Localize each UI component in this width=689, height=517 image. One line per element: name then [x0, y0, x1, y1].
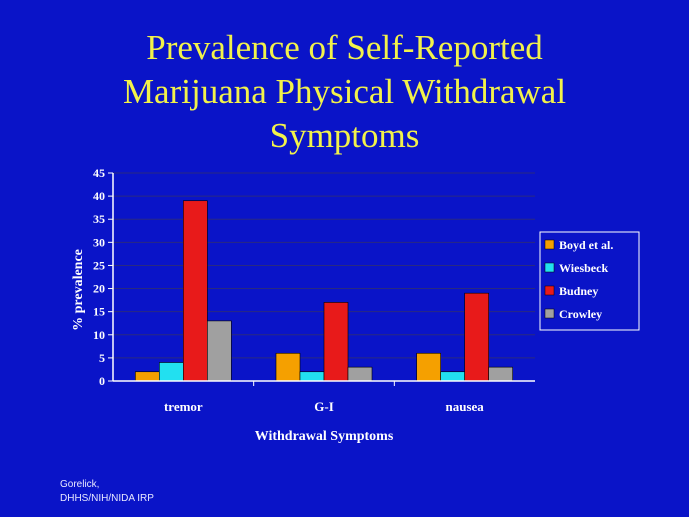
legend: Boyd et al. Wiesbeck Budney Crowley — [539, 231, 640, 331]
bar-boyd-et-al-nausea — [416, 352, 441, 382]
bar-budney-nausea — [464, 292, 489, 382]
x-axis-label: Withdrawal Symptoms — [255, 429, 394, 444]
credit-line-1: Gorelick, — [60, 479, 100, 490]
y-tick-label: 20 — [93, 282, 105, 296]
bar-wiesbeck-g-i — [299, 371, 325, 382]
legend-label: Boyd et al. — [559, 238, 613, 252]
y-tick-label: 15 — [93, 305, 105, 319]
legend-swatch — [544, 285, 555, 296]
credit-line-2: DHHS/NIH/NIDA IRP — [60, 493, 154, 504]
y-axis-label: % prevalence — [71, 249, 86, 331]
y-tick-label: 40 — [93, 189, 105, 203]
bar-budney-g-i — [323, 302, 349, 382]
legend-label: Budney — [559, 284, 598, 298]
legend-label: Crowley — [559, 307, 602, 321]
y-tick-label: 25 — [93, 258, 105, 272]
y-tick-label: 0 — [99, 374, 105, 388]
bar-boyd-et-al-tremor — [135, 371, 160, 382]
title-line-2: Marijuana Physical Withdrawal — [122, 72, 567, 111]
y-tick-label: 35 — [93, 212, 105, 226]
legend-label: Wiesbeck — [559, 261, 608, 275]
bars — [135, 200, 513, 382]
y-tick-label: 30 — [93, 235, 105, 249]
legend-box — [539, 231, 640, 331]
title-line-1: Prevalence of Self-Reported — [146, 28, 543, 67]
axes: 0 5 10 15 20 25 30 35 40 45 tremor G-I nausea — [93, 166, 535, 414]
bar-crowley-g-i — [347, 366, 373, 382]
slide-title: Prevalence of Self-Reported Marijuana Ph… — [0, 26, 689, 158]
x-tick-label: tremor — [164, 399, 203, 414]
y-tick-label: 45 — [93, 166, 105, 180]
y-tick-label: 10 — [93, 328, 105, 342]
bar-wiesbeck-tremor — [159, 362, 184, 382]
bar-boyd-et-al-g-i — [275, 352, 301, 382]
x-tick-label: nausea — [446, 399, 485, 414]
bar-crowley-nausea — [488, 366, 513, 382]
bar-budney-tremor — [183, 200, 208, 382]
legend-swatch — [544, 308, 555, 319]
legend-swatch — [544, 239, 555, 250]
y-tick-label: 5 — [99, 351, 105, 365]
title-line-3: Symptoms — [269, 116, 420, 155]
bar-crowley-tremor — [207, 320, 232, 382]
source-credit: Gorelick, DHHS/NIH/NIDA IRP — [60, 478, 154, 506]
x-tick-label: G-I — [314, 399, 334, 414]
legend-swatch — [544, 262, 555, 273]
bar-wiesbeck-nausea — [440, 371, 465, 382]
